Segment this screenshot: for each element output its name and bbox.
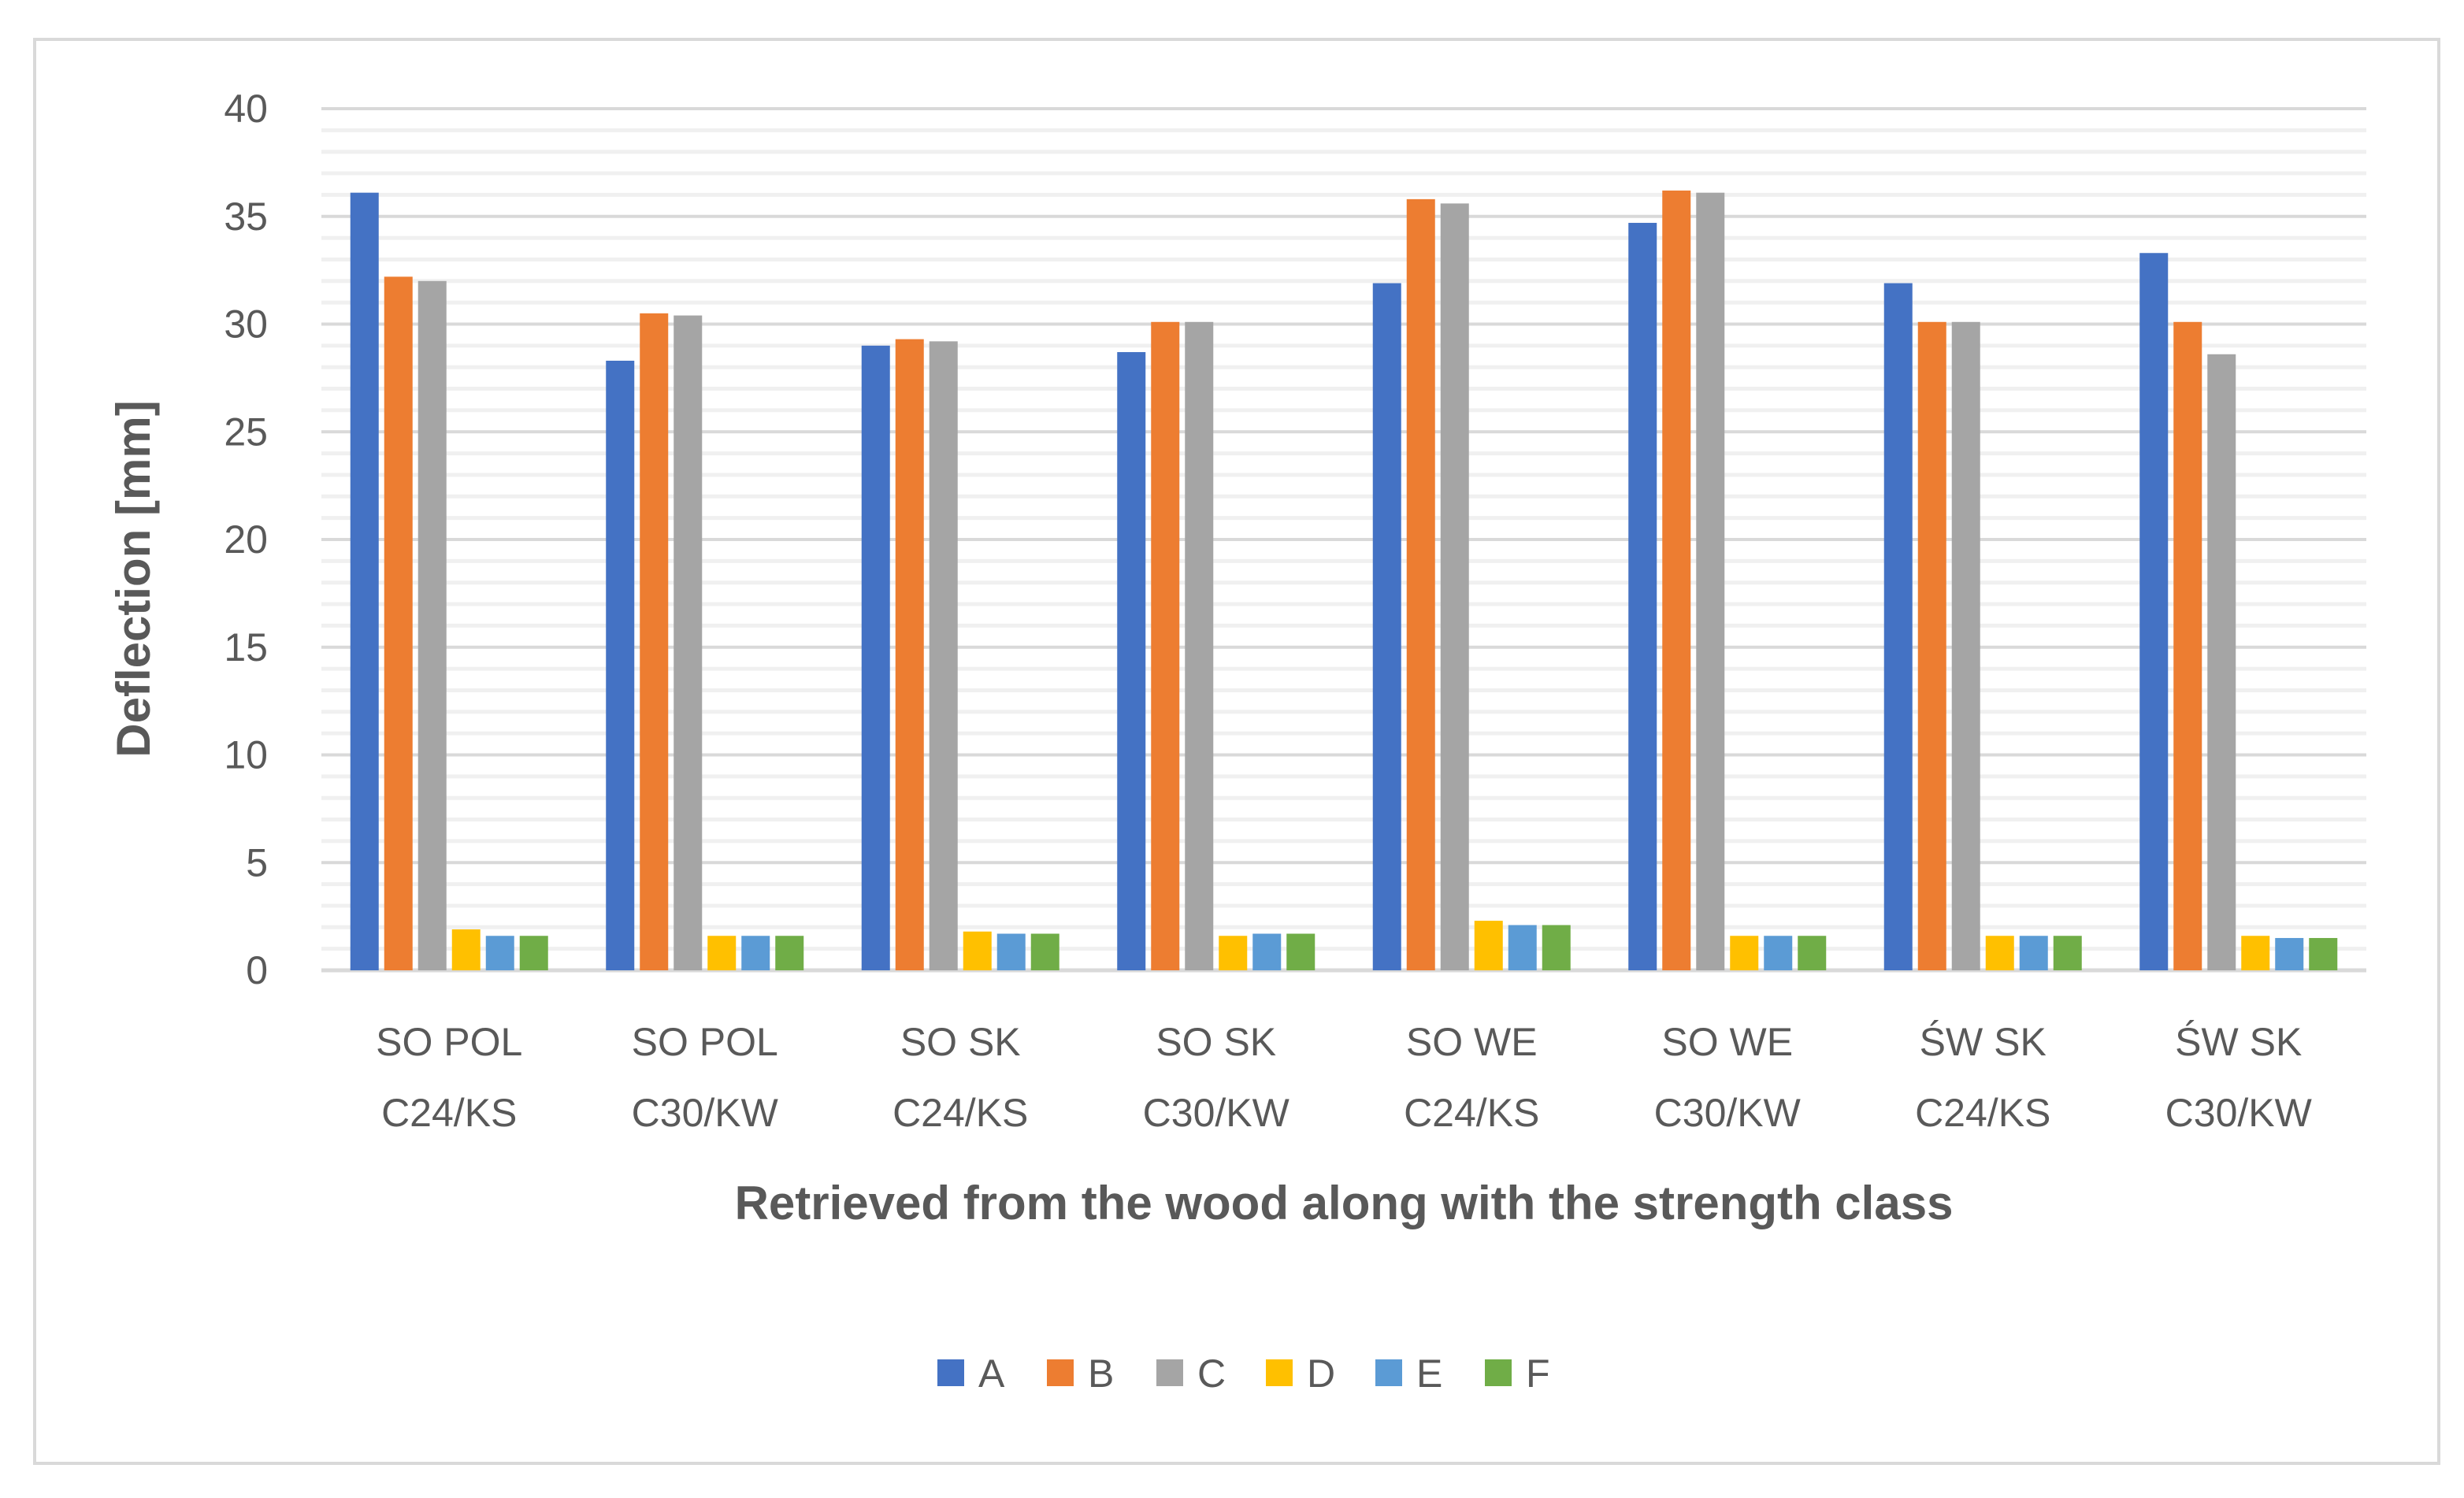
bar-b [640, 313, 669, 970]
bar-c [1185, 321, 1214, 970]
x-tick-label: C30/KW [2165, 1091, 2313, 1135]
y-tick-label: 20 [224, 517, 268, 562]
x-tick-label: C30/KW [1654, 1091, 1802, 1135]
x-tick-label: SO POL [632, 1020, 778, 1064]
bar-f [1542, 925, 1571, 970]
y-tick-label: 5 [246, 840, 268, 884]
x-tick-label: C24/KS [1915, 1091, 2050, 1135]
bar-f [775, 936, 804, 970]
y-tick-label: 15 [224, 625, 268, 669]
y-tick-label: 25 [224, 410, 268, 454]
bar-e [485, 936, 514, 970]
bar-f [1798, 936, 1827, 970]
x-tick-label: C30/KW [632, 1091, 779, 1135]
bar-d [1985, 936, 2014, 970]
x-tick-label: SO SK [1156, 1020, 1276, 1064]
legend-swatch-b [1047, 1359, 1074, 1386]
bar-d [451, 929, 481, 970]
bar-b [1406, 198, 1435, 970]
y-tick-label: 30 [224, 302, 268, 347]
bar-b [2173, 321, 2202, 970]
legend-label: D [1307, 1352, 1335, 1396]
bar-a [861, 345, 890, 971]
legend-label: B [1088, 1352, 1114, 1396]
bar-c [929, 341, 958, 970]
bar-b [1662, 190, 1691, 970]
legend-swatch-e [1375, 1359, 1402, 1386]
legend-label: F [1526, 1352, 1550, 1396]
legend-label: A [978, 1352, 1005, 1396]
bar-d [2241, 936, 2270, 970]
bar-e [1252, 933, 1282, 970]
bar-e [1764, 936, 1793, 970]
bar-c [2207, 354, 2236, 970]
legend-swatch-f [1485, 1359, 1512, 1386]
bar-c [1440, 203, 1469, 971]
bar-e [2275, 937, 2304, 970]
x-tick-label: SO POL [376, 1020, 522, 1064]
bar-f [1286, 933, 1315, 970]
bar-d [1219, 936, 1248, 970]
x-tick-labels: SO POL C24/KS SO POL C30/KW SO SK C24/KS SO SK… [376, 1019, 2312, 1135]
bar-a [606, 360, 635, 970]
x-tick-label: C30/KW [1143, 1091, 1290, 1135]
bar-b [1917, 321, 1946, 970]
x-tick-label: SO WE [1406, 1020, 1538, 1064]
bar-b [1151, 321, 1180, 970]
bars [350, 190, 2338, 971]
y-tick-label: 0 [246, 948, 268, 992]
x-tick-label: SO SK [900, 1020, 1021, 1064]
legend-swatch-a [937, 1359, 964, 1386]
x-tick-label: ŚW SK [1920, 1019, 2047, 1064]
bar-a [1117, 352, 1146, 970]
bar-c [674, 315, 703, 970]
legend-label: E [1416, 1352, 1442, 1396]
bar-d [707, 936, 737, 970]
bar-a [1372, 283, 1401, 970]
y-axis-title: Deflection [mm] [107, 400, 160, 757]
x-tick-label: ŚW SK [2175, 1019, 2302, 1064]
bar-c [1696, 192, 1725, 971]
bar-c [1951, 321, 1980, 970]
bar-e [996, 933, 1026, 970]
x-tick-label: C24/KS [1404, 1091, 1539, 1135]
x-tick-label: C24/KS [892, 1091, 1028, 1135]
bar-a [1628, 222, 1657, 971]
x-tick-label: C24/KS [381, 1091, 517, 1135]
bar-d [1474, 921, 1503, 970]
bar-f [2309, 937, 2338, 970]
bar-f [2053, 936, 2082, 970]
y-tick-label: 10 [224, 733, 268, 777]
x-axis-title: Retrieved from the wood along with the s… [735, 1177, 1954, 1229]
bar-f [1030, 933, 1059, 970]
bar-a [1883, 283, 1913, 970]
y-tick-labels: 0 5 10 15 20 25 30 35 40 [224, 87, 268, 992]
legend-swatch-c [1156, 1359, 1183, 1386]
bar-d [963, 931, 992, 970]
legend-swatch-d [1266, 1359, 1293, 1386]
x-tick-label: SO WE [1661, 1020, 1793, 1064]
bar-b [895, 339, 924, 970]
y-tick-label: 35 [224, 195, 268, 239]
bar-e [2019, 936, 2048, 970]
bar-f [519, 936, 548, 970]
bar-b [384, 276, 413, 971]
y-tick-label: 40 [224, 87, 268, 131]
bar-a [350, 192, 379, 971]
bar-d [1730, 936, 1759, 970]
legend: A B C D E F [937, 1352, 1550, 1396]
bar-c [417, 280, 447, 970]
bar-e [741, 936, 770, 970]
bar-a [2139, 253, 2169, 970]
bar-e [1508, 925, 1537, 970]
legend-label: C [1197, 1352, 1226, 1396]
